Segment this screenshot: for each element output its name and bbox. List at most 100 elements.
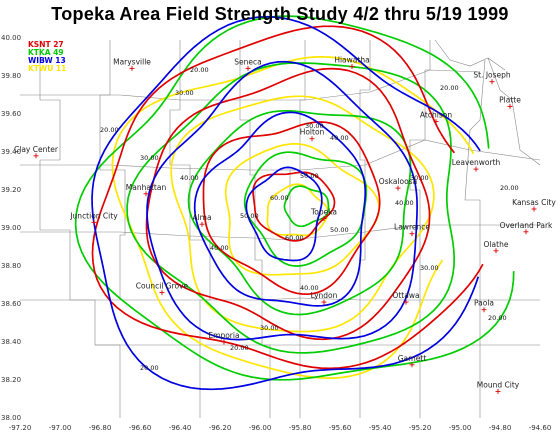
county-line	[20, 69, 481, 101]
contour-line	[145, 67, 431, 341]
contour-value-label: 20.00	[500, 184, 519, 192]
state-border-line	[487, 57, 541, 166]
city-marker: Lyndon	[311, 291, 338, 305]
city-marker: Garnett	[398, 354, 426, 368]
x-tick-label: -94.60	[529, 424, 552, 432]
contour-line	[243, 151, 368, 267]
contour-value-label: 20.00	[140, 364, 159, 372]
city-label: Seneca	[234, 57, 261, 66]
x-tick-label: -95.80	[289, 424, 312, 432]
county-line	[20, 297, 540, 301]
contour-value-label: 30.00	[420, 264, 439, 272]
city-marker: Overland Park	[500, 221, 553, 235]
city-label: Topeka	[310, 208, 337, 217]
contour-value-label: 40.00	[210, 244, 229, 252]
city-marker: Lawrence	[394, 223, 430, 237]
contour-line	[283, 185, 330, 228]
city-marker: Mound City	[477, 380, 520, 394]
legend-entry: KSNT 27	[28, 40, 64, 49]
legend-entry: KTWU 11	[28, 64, 66, 73]
contour-value-label: 20.00	[100, 126, 119, 134]
county-line	[20, 139, 541, 171]
x-tick-label: -94.80	[489, 424, 512, 432]
contour-value-label: 30.00	[305, 122, 324, 130]
contour-value-label: 30.00	[175, 89, 194, 97]
y-tick-label: 38.20	[1, 376, 21, 384]
x-tick-label: -97.00	[49, 424, 72, 432]
contour-line	[193, 111, 367, 307]
x-tick-label: -96.60	[129, 424, 152, 432]
contour-line	[146, 60, 418, 341]
city-marker: Platte	[499, 95, 521, 109]
city-label: Atchison	[420, 111, 452, 120]
contour-value-label: 40.00	[330, 134, 349, 142]
city-marker: Junction City	[69, 211, 118, 225]
contour-value-label: 60.00	[270, 194, 289, 202]
y-tick-label: 38.40	[1, 338, 21, 346]
city-marker: Holton	[300, 128, 325, 142]
y-tick-label: 39.20	[1, 186, 21, 194]
axis-ticks: -97.20 -97.00 -96.80 -96.60 -96.40 -96.20 -96.…	[1, 34, 551, 432]
city-label: Marysville	[113, 57, 151, 66]
contour-line	[187, 109, 412, 316]
city-label: Mound City	[477, 380, 520, 389]
x-tick-label: -96.80	[89, 424, 112, 432]
contour-value-label: 30.00	[260, 324, 279, 332]
city-marker: Topeka	[310, 208, 337, 221]
contour-value-label: 20.00	[230, 344, 249, 352]
city-label: Lawrence	[394, 223, 430, 232]
y-tick-label: 39.80	[1, 72, 21, 80]
city-label: Alma	[192, 213, 211, 222]
y-tick-label: 39.60	[1, 110, 21, 118]
city-marker: Atchison	[420, 111, 452, 125]
contour-value-label: 50.00	[330, 226, 349, 234]
legend-entry: KTKA 49	[28, 48, 64, 57]
y-tick-label: 38.80	[1, 262, 21, 270]
contour-line	[74, 15, 515, 381]
city-marker: Ottawa	[392, 291, 420, 305]
contour-line	[111, 55, 475, 379]
city-marker: Emporia	[208, 331, 240, 345]
city-marker: Paola	[474, 299, 494, 313]
city-marker: Manhattan	[126, 183, 167, 197]
city-label: Oskaloosa	[379, 177, 417, 186]
city-marker: St. Joseph	[473, 71, 511, 85]
y-tick-label: 40.00	[1, 34, 21, 42]
y-tick-label: 39.00	[1, 224, 21, 232]
contour-value-label: 60.00	[285, 234, 304, 242]
y-tick-label: 38.00	[1, 414, 21, 422]
city-marker: Leavenworth	[452, 158, 501, 172]
contour-line	[126, 62, 456, 354]
x-tick-label: -95.40	[369, 424, 392, 432]
city-marker: Clay Center	[14, 145, 59, 159]
city-marker: Olathe	[484, 240, 509, 254]
x-tick-label: -96.00	[249, 424, 272, 432]
city-label: Paola	[474, 299, 494, 308]
city-marker: Council Grove	[136, 282, 189, 296]
city-label: Platte	[499, 95, 521, 104]
city-label: Clay Center	[14, 145, 59, 154]
contour-value-label: 20.00	[440, 84, 459, 92]
city-marker: Alma	[192, 213, 212, 227]
contour-value-label: 30.00	[410, 174, 429, 182]
x-tick-label: -95.00	[449, 424, 472, 432]
city-marker: Kansas City	[512, 198, 556, 212]
legend-entry: WIBW 13	[28, 56, 66, 65]
city-label: Emporia	[208, 331, 239, 340]
city-marker: Hiawatha	[334, 56, 370, 69]
city-label: Lyndon	[311, 291, 338, 300]
contour-line	[91, 25, 484, 370]
city-label: Leavenworth	[452, 158, 501, 167]
city-marker: Oskaloosa	[379, 177, 417, 191]
city-label: Overland Park	[500, 221, 553, 230]
contour-value-label: 20.00	[488, 314, 507, 322]
contour-value-label: 40.00	[180, 174, 199, 182]
city-marker: Marysville	[113, 57, 151, 71]
city-label: St. Joseph	[473, 71, 511, 80]
city-label: Manhattan	[126, 183, 167, 192]
field-strength-contours	[74, 15, 515, 391]
city-label: Ottawa	[392, 291, 419, 300]
city-label: Junction City	[69, 211, 118, 220]
contour-line	[252, 171, 336, 242]
